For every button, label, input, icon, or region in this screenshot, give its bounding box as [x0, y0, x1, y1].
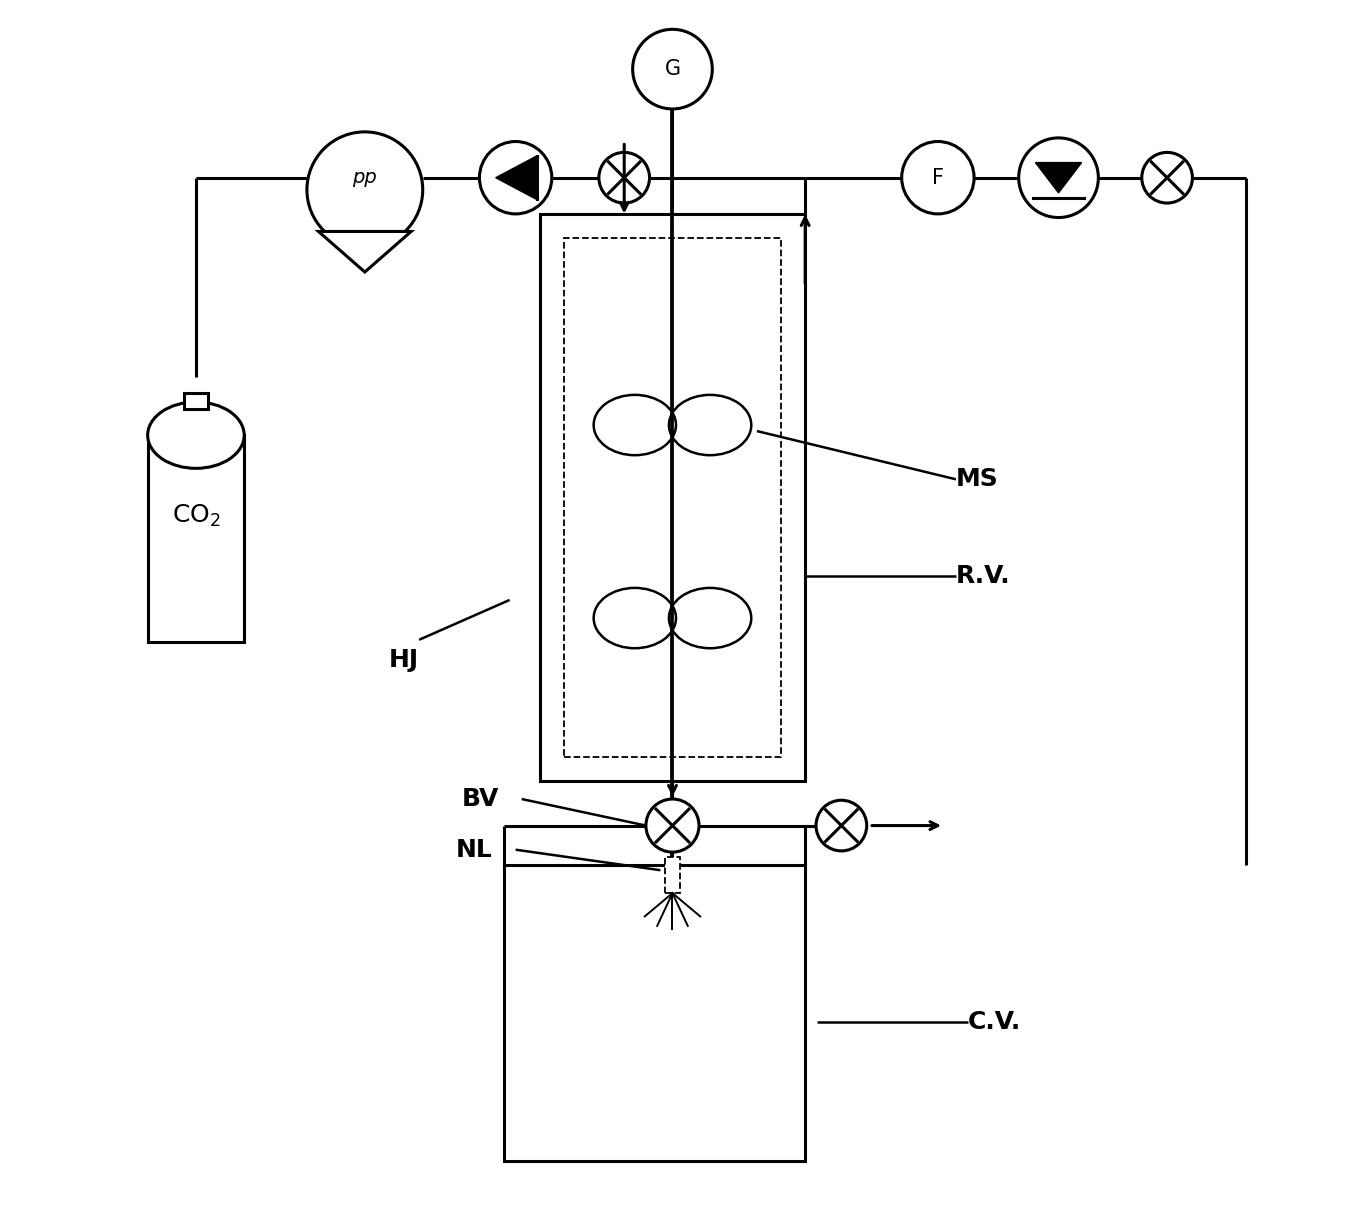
Circle shape: [479, 142, 552, 213]
Circle shape: [632, 29, 712, 109]
Text: CO$_2$: CO$_2$: [171, 503, 220, 528]
Circle shape: [646, 799, 699, 852]
Bar: [503, 865, 805, 1161]
Ellipse shape: [148, 402, 244, 468]
Text: NL: NL: [456, 837, 493, 862]
Circle shape: [307, 132, 423, 247]
Circle shape: [1141, 153, 1193, 204]
Text: HJ: HJ: [389, 648, 419, 673]
Polygon shape: [319, 231, 411, 271]
Bar: [540, 213, 805, 781]
Circle shape: [816, 800, 867, 851]
Polygon shape: [1035, 162, 1082, 193]
Text: F: F: [932, 167, 944, 188]
Bar: [665, 857, 680, 893]
Text: C.V.: C.V.: [968, 1011, 1022, 1034]
Text: pp: pp: [353, 168, 377, 187]
Text: G: G: [665, 59, 680, 79]
Circle shape: [598, 153, 650, 204]
Bar: [183, 393, 208, 408]
Text: R.V.: R.V.: [955, 564, 1011, 588]
Circle shape: [1019, 138, 1098, 217]
Bar: [565, 238, 782, 756]
Circle shape: [901, 142, 974, 213]
Polygon shape: [495, 156, 536, 200]
Text: BV: BV: [461, 787, 499, 811]
Bar: [148, 435, 244, 642]
Text: MS: MS: [955, 468, 999, 491]
